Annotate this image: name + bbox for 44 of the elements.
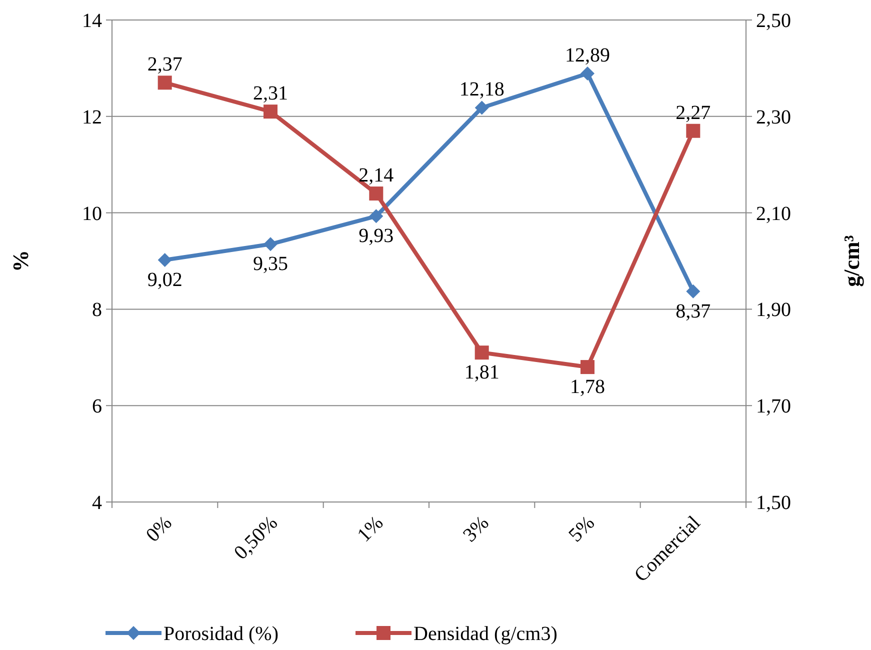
x-tick-label: 5% <box>564 512 600 546</box>
point <box>686 284 700 298</box>
data-label: 1,81 <box>464 362 500 384</box>
y-axis-title: % <box>8 250 33 272</box>
y-tick-label: 8 <box>92 299 102 322</box>
data-label: 1,78 <box>570 376 605 398</box>
y2-tick-label: 2,10 <box>756 202 791 225</box>
point <box>158 253 172 268</box>
point <box>264 104 278 119</box>
data-label: 9,93 <box>358 225 394 248</box>
data-label: 2,37 <box>147 54 182 76</box>
point <box>369 209 384 224</box>
y-tick-label: 12 <box>82 106 102 128</box>
point <box>369 186 384 201</box>
y2-tick-label: 1,70 <box>756 396 791 418</box>
data-label: 9,35 <box>253 253 288 276</box>
data-label: 2,31 <box>253 82 288 105</box>
data-label: 2,14 <box>358 164 394 187</box>
y2-tick-label: 2,30 <box>756 106 791 128</box>
point <box>474 100 489 115</box>
data-label: 9,02 <box>147 269 182 292</box>
y-tick-label: 6 <box>92 396 102 418</box>
y-tick-label: 4 <box>92 492 102 514</box>
point <box>580 66 594 80</box>
y2-tick-label: 1,90 <box>756 299 791 322</box>
y2-tick-label: 1,50 <box>756 492 791 514</box>
point <box>158 76 172 90</box>
y2-axis-title: g/cm³ <box>839 234 864 287</box>
point <box>686 124 700 138</box>
point <box>474 346 489 360</box>
data-label: 12,18 <box>459 78 504 101</box>
point <box>264 237 278 252</box>
legend-label: Porosidad (%) <box>164 623 278 645</box>
data-label: 12,89 <box>565 44 610 66</box>
y2-tick-label: 2,50 <box>756 10 791 32</box>
legend-label: Densidad (g/cm3) <box>414 623 558 645</box>
data-label: 2,27 <box>676 102 711 124</box>
y-tick-label: 10 <box>82 202 102 225</box>
y-tick-label: 14 <box>82 10 102 32</box>
x-tick-label: 0% <box>142 512 176 546</box>
x-tick-label: 3% <box>458 512 494 546</box>
data-label: 8,37 <box>676 300 711 322</box>
point <box>580 360 594 374</box>
x-tick-label: 1% <box>353 512 388 546</box>
